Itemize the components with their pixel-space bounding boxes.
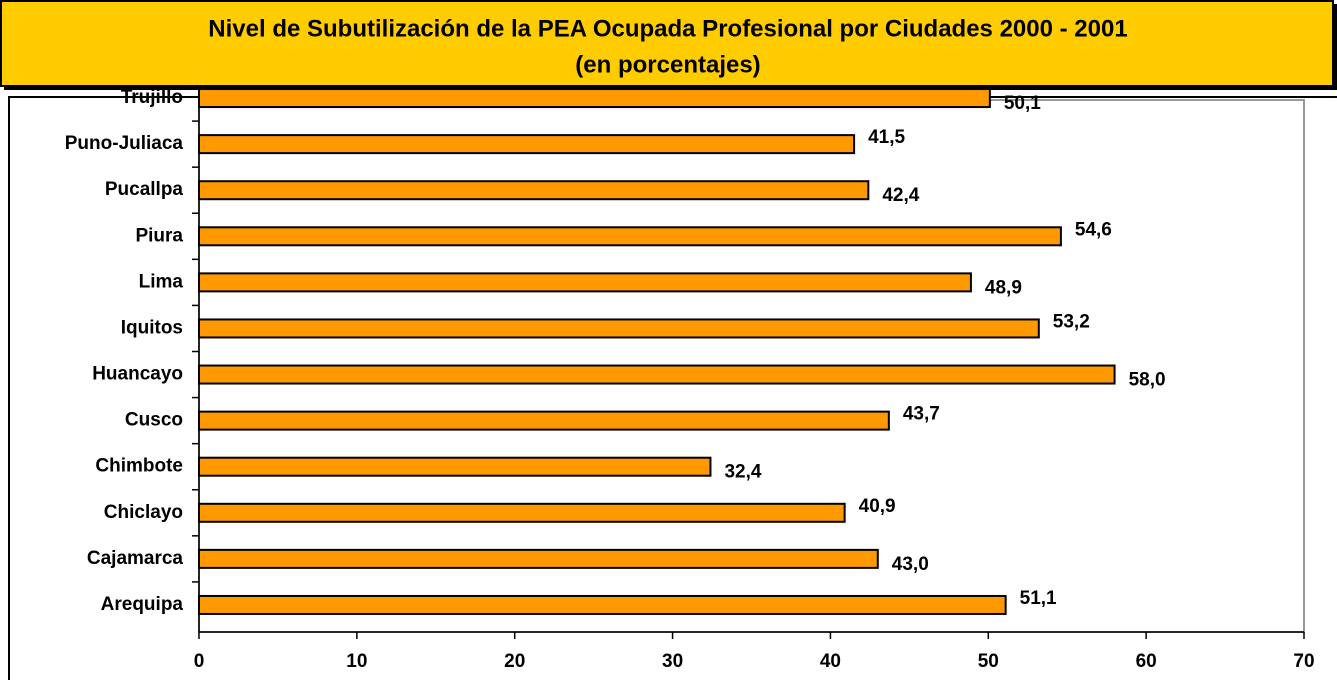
- y-tick-label: Chimbote: [95, 456, 183, 477]
- value-label: 58,0: [1129, 370, 1166, 391]
- bar: [198, 456, 712, 477]
- x-tick-label: 60: [1136, 651, 1157, 672]
- y-tick-label: Cusco: [125, 410, 183, 431]
- bar: [198, 594, 1007, 615]
- value-label: 50,1: [1004, 93, 1041, 114]
- y-tick-label: Chiclayo: [104, 502, 183, 523]
- value-label: 32,4: [724, 462, 761, 483]
- x-tick-label: 50: [978, 651, 999, 672]
- y-tick-label: Piura: [135, 225, 183, 246]
- value-label: 43,0: [892, 554, 929, 575]
- bar: [198, 548, 879, 569]
- value-label: 48,9: [985, 277, 1022, 298]
- bar: [198, 134, 856, 155]
- title-box: [0, 0, 1334, 87]
- value-label: 43,7: [903, 404, 940, 425]
- value-label: 40,9: [859, 496, 896, 517]
- bar: [198, 410, 890, 431]
- y-tick-label: Cajamarca: [87, 548, 184, 569]
- y-tick-label: Puno-Juliaca: [65, 133, 184, 154]
- y-tick-label: Trujillo: [121, 87, 183, 108]
- value-label: 53,2: [1053, 311, 1090, 332]
- x-tick-label: 30: [662, 651, 683, 672]
- bar: [198, 226, 1062, 247]
- chart-subtitle: (en porcentajes): [575, 51, 760, 78]
- x-tick-label: 20: [504, 651, 525, 672]
- bar: [198, 88, 991, 109]
- y-tick-label: Pucallpa: [105, 179, 184, 200]
- y-tick-label: Arequipa: [101, 594, 184, 615]
- value-label: 54,6: [1075, 219, 1112, 240]
- y-tick-label: Lima: [139, 271, 184, 292]
- x-tick-label: 0: [194, 651, 205, 672]
- bar: [198, 272, 972, 293]
- chart-title: Nivel de Subutilización de la PEA Ocupad…: [208, 15, 1127, 42]
- bar: [198, 318, 1040, 339]
- bar: [198, 364, 1116, 385]
- x-tick-label: 40: [820, 651, 841, 672]
- value-label: 42,4: [882, 185, 919, 206]
- bar: [198, 502, 846, 523]
- value-label: 41,5: [868, 127, 905, 148]
- x-tick-label: 70: [1293, 651, 1314, 672]
- x-tick-label: 10: [346, 651, 367, 672]
- bar: [198, 180, 870, 201]
- y-tick-label: Iquitos: [121, 317, 183, 338]
- value-label: 51,1: [1020, 588, 1057, 609]
- y-tick-label: Huancayo: [92, 364, 183, 385]
